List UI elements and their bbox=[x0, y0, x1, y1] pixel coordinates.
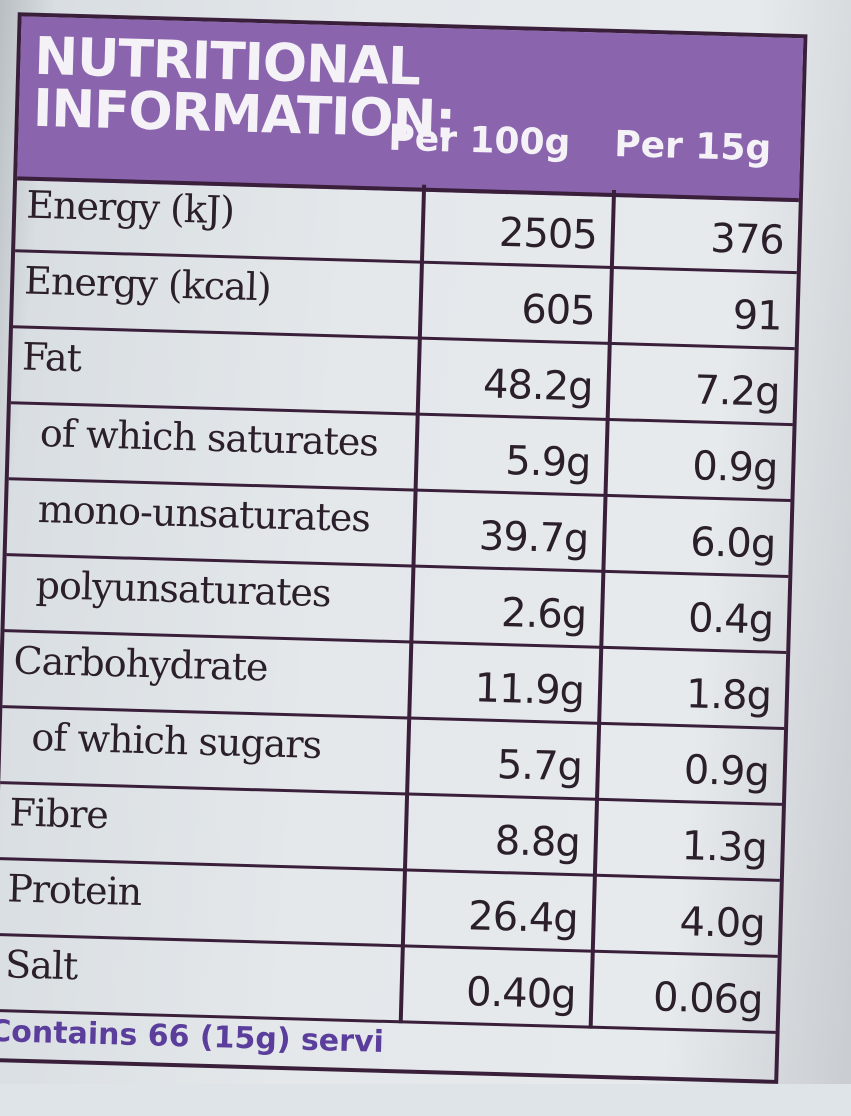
value-per-15g-cell: 4.0g bbox=[590, 873, 780, 958]
nutrient-name: Fat bbox=[21, 334, 82, 381]
value-per-100g: 39.7g bbox=[478, 513, 589, 563]
nutrition-table: NUTRITIONAL INFORMATION: Per 100g Per 15… bbox=[0, 12, 808, 1084]
value-per-15g: 1.3g bbox=[681, 823, 768, 872]
value-per-100g: 48.2g bbox=[482, 361, 594, 411]
value-per-100g-cell: 605 bbox=[417, 260, 610, 345]
value-per-100g-cell: 0.40g bbox=[398, 944, 591, 1029]
value-per-100g: 8.8g bbox=[494, 817, 581, 867]
nutrient-name: Energy (kJ) bbox=[25, 182, 235, 233]
value-per-100g-cell: 48.2g bbox=[415, 336, 608, 421]
value-per-15g-cell: 1.8g bbox=[597, 645, 787, 730]
value-per-15g: 0.9g bbox=[683, 747, 770, 796]
table-header: NUTRITIONAL INFORMATION: Per 100g Per 15… bbox=[17, 16, 804, 203]
value-per-15g-cell: 0.9g bbox=[603, 417, 793, 503]
value-per-15g-cell: 0.9g bbox=[594, 721, 785, 806]
value-per-100g-cell: 2505 bbox=[419, 184, 613, 269]
value-per-100g-cell: 26.4g bbox=[400, 868, 593, 953]
value-per-100g: 2505 bbox=[498, 209, 598, 259]
value-per-100g-cell: 2.6g bbox=[409, 564, 602, 649]
value-per-15g-cell: 7.2g bbox=[605, 341, 795, 427]
nutrient-name: of which saturates bbox=[39, 411, 379, 465]
value-per-100g: 26.4g bbox=[467, 893, 579, 943]
value-per-100g-cell: 5.7g bbox=[405, 716, 598, 801]
nutrient-name: Carbohydrate bbox=[13, 638, 269, 690]
value-per-15g: 0.06g bbox=[652, 974, 764, 1024]
value-per-100g: 5.7g bbox=[496, 741, 583, 791]
value-per-15g-cell: 1.3g bbox=[592, 797, 782, 882]
column-header-per-15g: Per 15g bbox=[613, 123, 772, 170]
value-per-100g-cell: 39.7g bbox=[411, 488, 604, 573]
value-per-15g-cell: 91 bbox=[607, 265, 797, 351]
value-per-15g-cell: 0.4g bbox=[599, 569, 789, 654]
value-per-15g: 91 bbox=[732, 292, 783, 340]
table-body: Energy (kJ) 2505 376 Energy (kcal) 605 9… bbox=[0, 176, 799, 1034]
nutrient-name: of which sugars bbox=[30, 714, 322, 768]
value-per-15g: 0.9g bbox=[691, 443, 778, 492]
value-per-15g: 376 bbox=[709, 215, 785, 264]
value-per-15g: 0.4g bbox=[687, 595, 774, 644]
value-per-100g: 2.6g bbox=[500, 590, 587, 639]
value-per-15g-cell: 376 bbox=[609, 189, 799, 275]
value-per-15g-cell: 0.06g bbox=[588, 949, 778, 1034]
nutrient-name: mono-unsaturates bbox=[37, 487, 371, 541]
value-per-100g: 605 bbox=[520, 286, 596, 335]
nutrient-name: Protein bbox=[6, 866, 142, 915]
table-title: NUTRITIONAL INFORMATION: bbox=[32, 26, 456, 151]
nutrient-name: Energy (kcal) bbox=[23, 258, 272, 310]
value-per-100g: 5.9g bbox=[504, 438, 592, 487]
value-per-15g: 6.0g bbox=[689, 519, 776, 568]
value-per-100g: 11.9g bbox=[473, 665, 585, 715]
value-per-100g: 0.40g bbox=[465, 969, 577, 1019]
value-per-15g: 4.0g bbox=[678, 899, 766, 948]
column-header-per-100g: Per 100g bbox=[387, 117, 571, 164]
nutrient-name: polyunsaturates bbox=[35, 563, 332, 616]
value-per-100g-cell: 8.8g bbox=[402, 792, 596, 877]
nutrient-name: Salt bbox=[4, 942, 78, 989]
value-per-100g-cell: 11.9g bbox=[407, 640, 600, 725]
value-per-15g-cell: 6.0g bbox=[601, 493, 791, 579]
value-per-15g: 7.2g bbox=[693, 367, 781, 416]
nutrition-label: NUTRITIONAL INFORMATION: Per 100g Per 15… bbox=[0, 4, 808, 1116]
value-per-100g-cell: 5.9g bbox=[413, 412, 606, 497]
nutrient-name: Fibre bbox=[8, 790, 109, 838]
value-per-15g: 1.8g bbox=[685, 671, 772, 720]
